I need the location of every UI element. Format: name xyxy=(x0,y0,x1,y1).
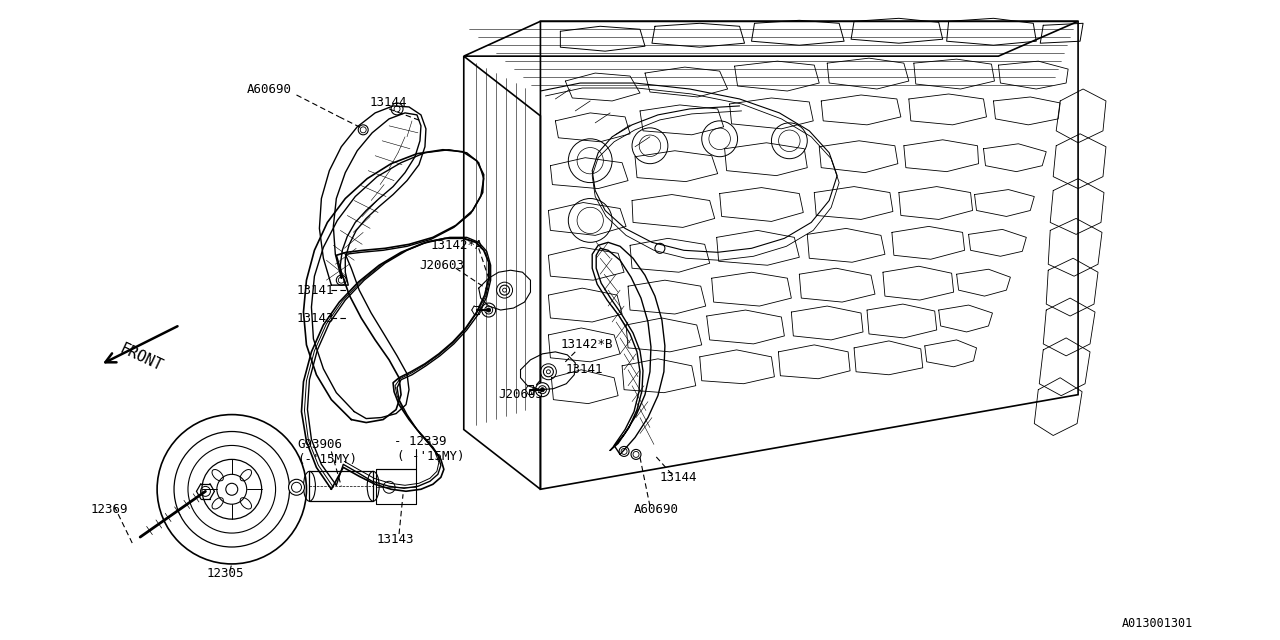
Circle shape xyxy=(540,388,544,392)
Circle shape xyxy=(383,481,396,493)
Text: J20603: J20603 xyxy=(419,259,463,272)
Circle shape xyxy=(358,125,369,135)
Text: 13144: 13144 xyxy=(369,97,407,109)
Circle shape xyxy=(225,483,238,495)
Text: 12369: 12369 xyxy=(91,502,128,516)
Text: G93906: G93906 xyxy=(297,438,343,451)
Text: 13141: 13141 xyxy=(297,284,334,296)
Circle shape xyxy=(544,367,553,377)
Circle shape xyxy=(392,103,403,115)
Bar xyxy=(310,471,374,501)
Text: ( -'15MY): ( -'15MY) xyxy=(397,450,465,463)
Text: A60690: A60690 xyxy=(634,502,678,516)
Text: A013001301: A013001301 xyxy=(1121,617,1193,630)
Text: 13144: 13144 xyxy=(660,471,698,484)
Text: 13143: 13143 xyxy=(297,312,334,324)
Circle shape xyxy=(288,479,305,495)
Text: 12305: 12305 xyxy=(207,568,244,580)
Circle shape xyxy=(481,303,495,317)
Text: (-'15MY): (-'15MY) xyxy=(297,453,357,466)
Circle shape xyxy=(499,285,509,295)
Circle shape xyxy=(337,275,347,285)
Text: 13142*B: 13142*B xyxy=(561,339,613,351)
Text: 13142*A: 13142*A xyxy=(431,239,484,252)
Text: - 12339: - 12339 xyxy=(394,435,447,448)
Text: 13141: 13141 xyxy=(566,364,603,376)
Circle shape xyxy=(620,447,628,456)
Circle shape xyxy=(631,449,641,460)
Circle shape xyxy=(535,383,549,397)
Text: FRONT: FRONT xyxy=(116,341,165,374)
Text: A60690: A60690 xyxy=(247,83,292,95)
Text: 13143: 13143 xyxy=(376,532,413,545)
Text: J20603: J20603 xyxy=(499,388,544,401)
Circle shape xyxy=(486,308,490,312)
